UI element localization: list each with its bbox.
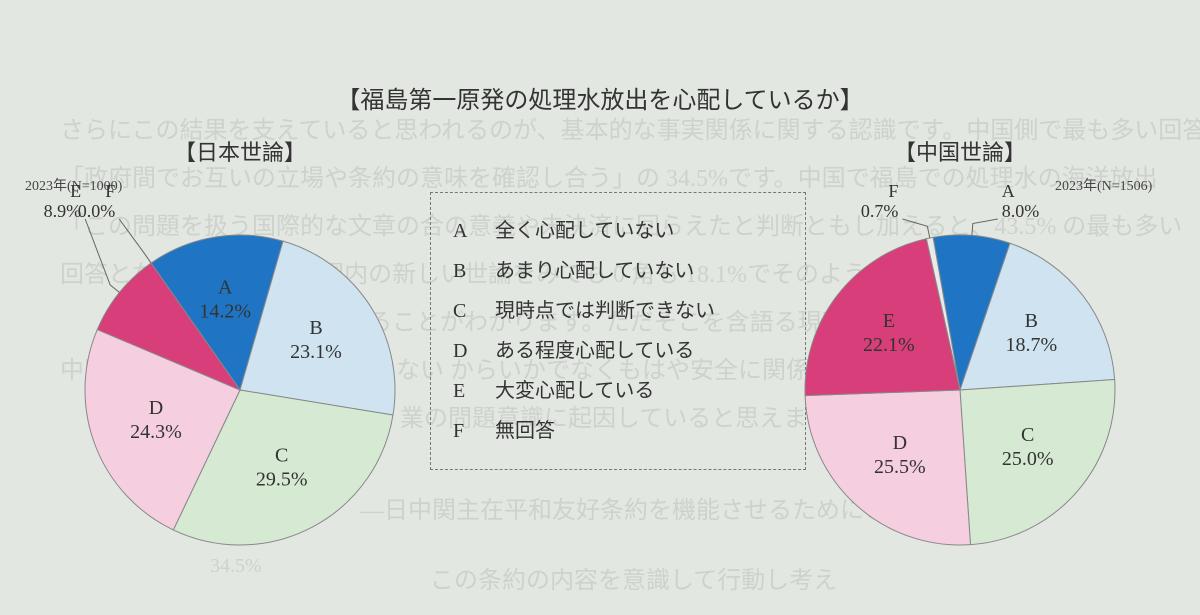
- slice-label-value: 22.1%: [863, 334, 915, 356]
- legend-label: 現時点では判断できない: [495, 291, 715, 331]
- pie-slice-C: [960, 380, 1115, 545]
- sample-note-left: 2023年(N=1000): [25, 175, 122, 195]
- slice-outside-letter: F: [888, 181, 898, 201]
- slice-label-value: 29.5%: [256, 469, 308, 491]
- legend-letter: E: [453, 371, 477, 411]
- pie-slice-E: [805, 239, 960, 396]
- subtitle-left: 【日本世論】: [90, 135, 390, 167]
- chart-root: さらにこの結果を支えていると思われるのが、基本的な事実関係に関する認識です。中国…: [0, 0, 1200, 615]
- slice-label-letter: A: [218, 276, 233, 298]
- subtitle-right: 【中国世論】: [810, 135, 1110, 167]
- legend-label: 大変心配している: [495, 371, 654, 411]
- slice-outside-value: 0.0%: [78, 201, 116, 221]
- pie-slice-C: [173, 390, 393, 545]
- pie-slice-A: [151, 235, 283, 390]
- legend-item: B あまり心配していない: [453, 251, 783, 291]
- slice-label-value: 24.3%: [130, 421, 182, 443]
- legend-letter: B: [453, 251, 477, 291]
- leader-line: [85, 219, 119, 292]
- slice-label-letter: D: [149, 397, 163, 419]
- legend-item: A 全く心配していない: [453, 211, 783, 251]
- pie-slice-D: [85, 330, 240, 530]
- pie-slice-F: [926, 237, 960, 390]
- main-title: 【福島第一原発の処理水放出を心配しているか】: [0, 80, 1200, 115]
- pie-slice-D: [805, 390, 970, 545]
- legend-box: A 全く心配していない B あまり心配していない C 現時点では判断できない D ある程度心配…: [430, 192, 806, 470]
- slice-label-letter: B: [1025, 310, 1038, 332]
- leader-line: [972, 219, 998, 235]
- legend-letter: A: [453, 211, 477, 251]
- slice-label-value: 18.7%: [1005, 334, 1057, 356]
- leader-line: [902, 219, 929, 238]
- legend-item: E 大変心配している: [453, 371, 783, 411]
- legend-label: あまり心配していない: [495, 251, 694, 291]
- slice-label-letter: E: [883, 310, 895, 332]
- pie-slice-E: [97, 263, 240, 390]
- slice-label-letter: B: [309, 317, 322, 339]
- slice-label-letter: D: [893, 432, 907, 454]
- bleed-through-text: 34.5%: [210, 555, 262, 578]
- legend-letter: C: [453, 291, 477, 331]
- slice-outside-letter: A: [1002, 181, 1015, 201]
- slice-outside-value: 8.0%: [1002, 201, 1039, 221]
- legend-label: 無回答: [495, 411, 555, 451]
- legend-item: F 無回答: [453, 411, 783, 451]
- legend-letter: F: [453, 411, 477, 451]
- bleed-through-text: ―日中関主在平和友好条約を機能させるためにこう向き: [360, 490, 960, 525]
- slice-label-value: 25.0%: [1002, 448, 1054, 470]
- pie-slice-B: [960, 243, 1115, 390]
- slice-label-value: 23.1%: [290, 341, 342, 363]
- slice-label-letter: C: [1021, 424, 1034, 446]
- pie-slice-A: [933, 235, 1010, 390]
- slice-label-value: 14.2%: [199, 300, 251, 322]
- pie-slice-B: [240, 241, 395, 415]
- legend-label: 全く心配していない: [495, 211, 674, 251]
- sample-note-right: 2023年(N=1506): [1055, 175, 1152, 195]
- slice-outside-value: 8.9%: [44, 201, 82, 221]
- legend-item: C 現時点では判断できない: [453, 291, 783, 331]
- legend-letter: D: [453, 331, 477, 371]
- legend-label: ある程度心配している: [495, 331, 694, 371]
- slice-label-letter: C: [275, 445, 288, 467]
- slice-outside-value: 0.7%: [861, 201, 899, 221]
- slice-label-value: 25.5%: [874, 456, 926, 478]
- legend-item: D ある程度心配している: [453, 331, 783, 371]
- bleed-through-text: この条約の内容を意識して行動し考え: [430, 560, 837, 595]
- leader-line: [119, 219, 151, 263]
